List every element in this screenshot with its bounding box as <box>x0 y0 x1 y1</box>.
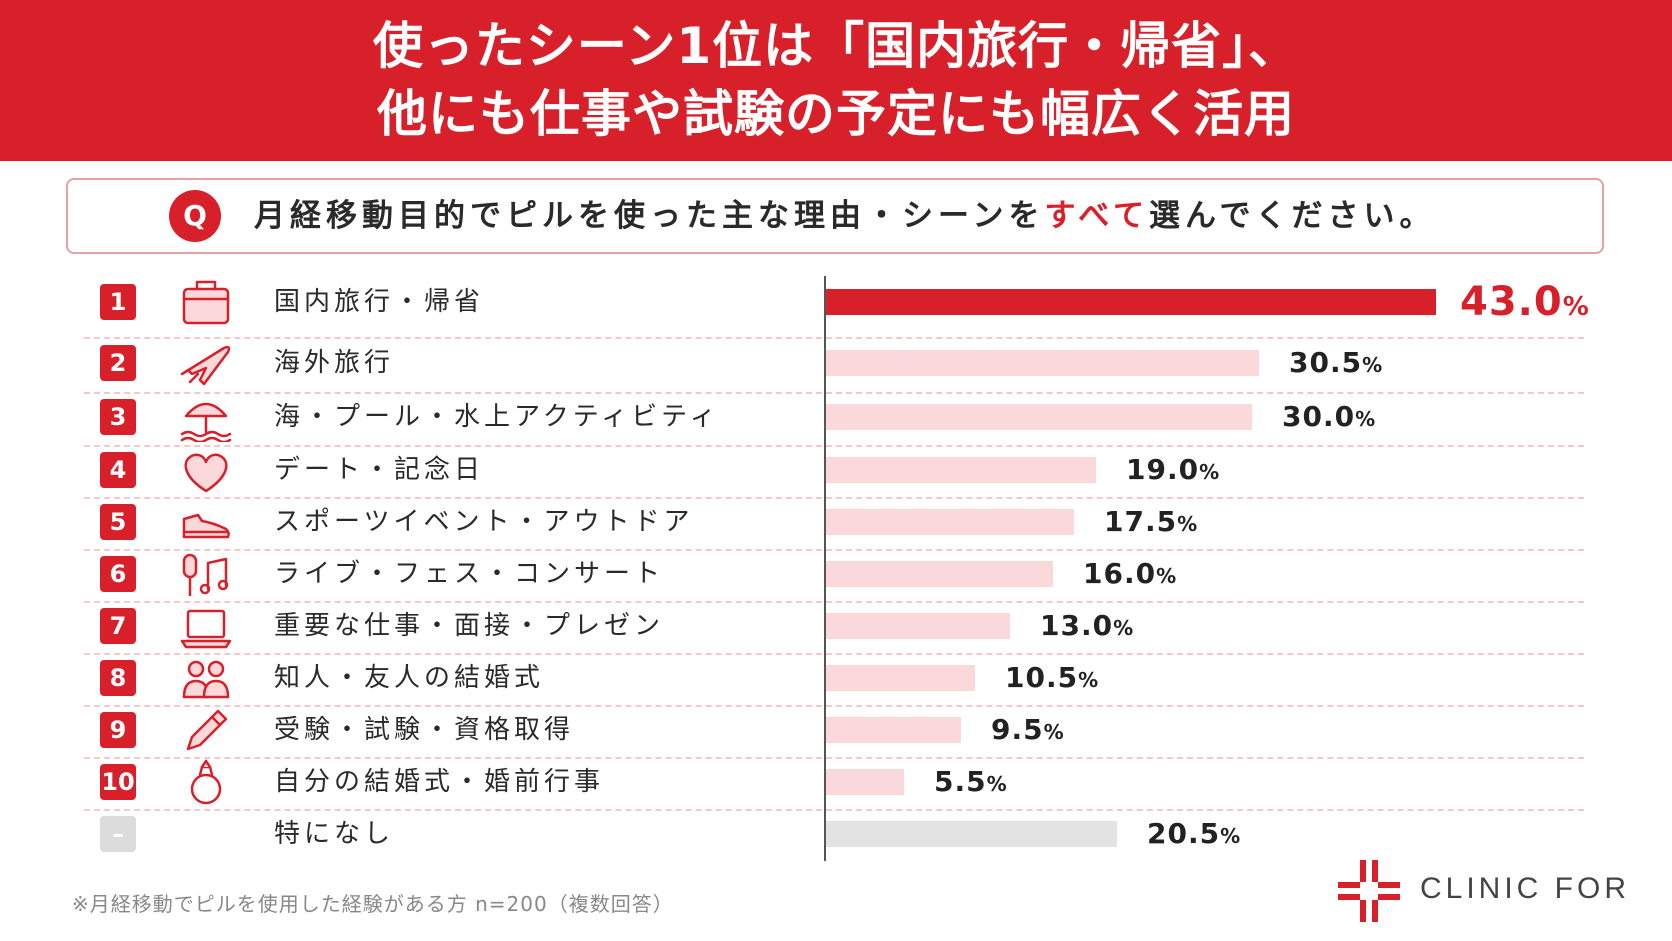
value-unit: % <box>1199 460 1221 484</box>
category-label: 重要な仕事・面接・プレゼン <box>274 611 665 641</box>
value-number: 17.5 <box>1104 505 1178 538</box>
value-unit: % <box>1156 564 1178 588</box>
row-divider <box>84 601 1584 603</box>
category-label: 国内旅行・帰省 <box>274 287 485 317</box>
question-text: 月経移動目的でピルを使った主な理由・シーンをすべて選んでください。 <box>254 180 1436 252</box>
question-text-after: 選んでください。 <box>1149 198 1436 234</box>
mic-music-icon <box>182 553 229 597</box>
question-box: Q 月経移動目的でピルを使った主な理由・シーンをすべて選んでください。 <box>66 178 1604 254</box>
value-label: 13.0% <box>1040 606 1134 646</box>
category-label: デート・記念日 <box>274 455 485 485</box>
value-label: 30.0% <box>1282 397 1376 437</box>
value-number: 43.0 <box>1460 279 1563 325</box>
rank-badge: – <box>100 816 136 852</box>
category-label: 知人・友人の結婚式 <box>274 663 545 693</box>
footnote: ※月経移動でピルを使用した経験がある方 n=200（複数回答） <box>72 892 674 916</box>
value-unit: % <box>1562 292 1590 322</box>
value-unit: % <box>1362 353 1384 377</box>
sneaker-icon <box>182 513 230 539</box>
rank-badge: 10 <box>100 764 136 800</box>
value-number: 16.0 <box>1083 557 1157 590</box>
value-number: 30.5 <box>1289 346 1363 379</box>
bar <box>826 613 1010 639</box>
rank-badge: 8 <box>100 660 136 696</box>
value-number: 5.5 <box>934 765 987 798</box>
value-number: 30.0 <box>1282 400 1356 433</box>
bar <box>826 561 1053 587</box>
value-label: 19.0% <box>1126 450 1220 490</box>
clinic-for-logo-icon <box>1338 860 1400 922</box>
bar <box>826 769 904 795</box>
category-label: スポーツイベント・アウトドア <box>274 507 694 537</box>
row-divider <box>84 445 1584 447</box>
rank-badge: 6 <box>100 556 136 592</box>
title-banner: 使ったシーン1位は「国内旅行・帰省」、 他にも仕事や試験の予定にも幅広く活用 <box>0 0 1672 161</box>
brand-name: CLINIC FOR <box>1420 872 1631 905</box>
bar <box>826 717 961 743</box>
value-label: 9.5% <box>991 710 1065 750</box>
row-divider <box>84 497 1584 499</box>
value-number: 10.5 <box>1005 661 1079 694</box>
value-number: 19.0 <box>1126 453 1200 486</box>
bar <box>826 821 1117 847</box>
pencil-icon <box>186 709 228 751</box>
bar <box>826 665 975 691</box>
row-divider <box>84 392 1584 394</box>
value-label: 30.5% <box>1289 343 1383 383</box>
row-divider <box>84 337 1584 339</box>
value-label: 10.5% <box>1005 658 1099 698</box>
question-text-before: 月経移動目的でピルを使った主な理由・シーンを <box>254 198 1045 234</box>
category-label: 特になし <box>274 819 395 849</box>
row-divider <box>84 705 1584 707</box>
value-unit: % <box>1078 668 1100 692</box>
value-unit: % <box>1043 720 1065 744</box>
row-divider <box>84 809 1584 811</box>
row-divider <box>84 549 1584 551</box>
page-title-line2: 他にも仕事や試験の予定にも幅広く活用 <box>377 85 1295 143</box>
question-text-emphasis: すべて <box>1044 198 1150 234</box>
value-label: 20.5% <box>1147 814 1241 854</box>
value-label: 5.5% <box>934 762 1008 802</box>
bar <box>826 457 1096 483</box>
value-unit: % <box>1113 616 1135 640</box>
bar <box>826 404 1252 430</box>
value-label: 16.0% <box>1083 554 1177 594</box>
people-icon <box>182 660 230 699</box>
bar <box>826 509 1074 535</box>
ring-icon <box>190 759 222 805</box>
laptop-icon <box>180 609 232 649</box>
rank-badge: 3 <box>100 399 136 435</box>
airplane-icon <box>180 345 231 386</box>
bar <box>826 289 1436 315</box>
value-unit: % <box>1177 512 1199 536</box>
beach-umbrella-icon <box>180 402 232 442</box>
value-number: 9.5 <box>991 713 1044 746</box>
chart-axis <box>824 276 826 861</box>
category-label: ライブ・フェス・コンサート <box>274 559 665 589</box>
category-label: 受験・試験・資格取得 <box>274 715 575 745</box>
value-label: 17.5% <box>1104 502 1198 542</box>
rank-badge: 9 <box>100 712 136 748</box>
rank-badge: 4 <box>100 452 136 488</box>
bar <box>826 350 1259 376</box>
value-unit: % <box>986 772 1008 796</box>
category-label: 海・プール・水上アクティビティ <box>274 402 720 432</box>
value-label: 43.0% <box>1460 277 1590 327</box>
rank-badge: 5 <box>100 504 136 540</box>
row-divider <box>84 653 1584 655</box>
value-unit: % <box>1220 824 1242 848</box>
value-unit: % <box>1355 407 1377 431</box>
value-number: 20.5 <box>1147 817 1221 850</box>
value-number: 13.0 <box>1040 609 1114 642</box>
page-title-line1: 使ったシーン1位は「国内旅行・帰省」、 <box>372 17 1300 75</box>
rank-badge: 2 <box>100 345 136 381</box>
category-label: 海外旅行 <box>274 348 395 378</box>
rank-badge: 1 <box>100 284 136 320</box>
heart-icon <box>184 453 228 493</box>
row-divider <box>84 757 1584 759</box>
question-icon: Q <box>169 190 221 242</box>
suitcase-icon <box>182 280 230 325</box>
rank-badge: 7 <box>100 608 136 644</box>
category-label: 自分の結婚式・婚前行事 <box>274 767 605 797</box>
